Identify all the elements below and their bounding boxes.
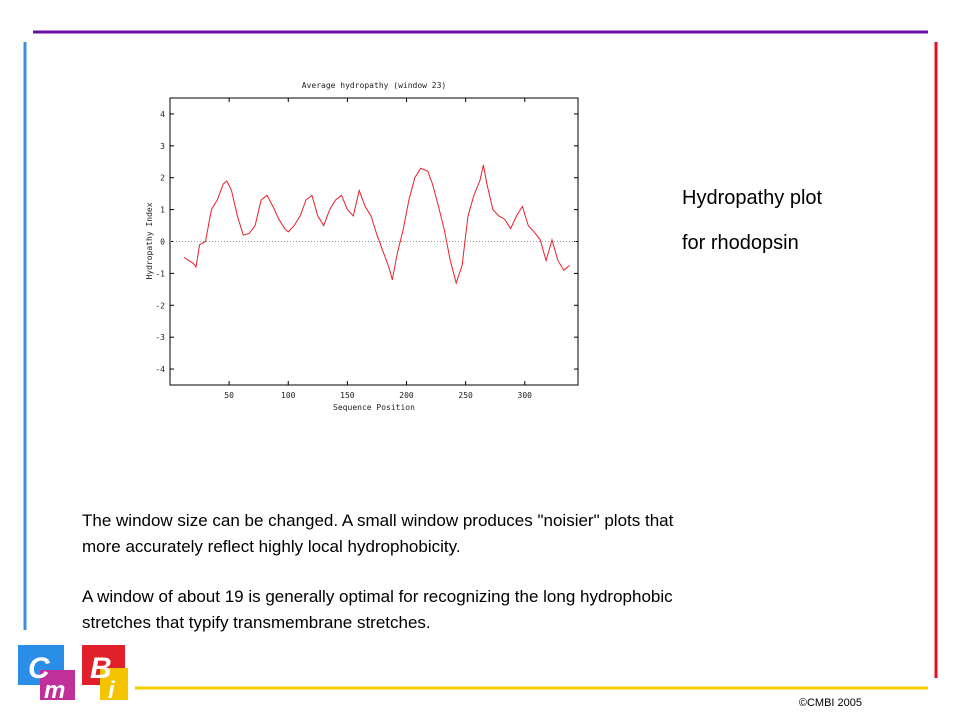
logo-letter: B xyxy=(90,652,112,685)
y-tick-label: -3 xyxy=(155,333,165,342)
logo-letter: i xyxy=(108,677,116,704)
caption: for rhodopsin xyxy=(682,232,799,254)
x-tick-label: 50 xyxy=(224,391,234,400)
y-tick-label: 0 xyxy=(160,238,165,247)
logo-letter: m xyxy=(44,677,65,704)
caption: Hydropathy plot xyxy=(682,187,823,209)
paragraph-line: stretches that typify transmembrane stre… xyxy=(82,613,431,632)
x-tick-label: 100 xyxy=(281,391,296,400)
paragraph-line: more accurately reflect highly local hyd… xyxy=(82,537,461,556)
paragraph-line: The window size can be changed. A small … xyxy=(82,511,674,530)
y-axis-label: Hydropathy Index xyxy=(145,202,154,279)
x-tick-label: 300 xyxy=(518,391,533,400)
y-tick-label: 1 xyxy=(160,206,165,215)
logo-box xyxy=(100,668,128,700)
x-axis-label: Sequence Position xyxy=(333,403,415,412)
logo-letter: C xyxy=(28,652,51,685)
x-tick-label: 200 xyxy=(399,391,414,400)
data-line xyxy=(183,164,571,285)
logo-box xyxy=(40,670,75,700)
y-tick-label: 2 xyxy=(160,174,165,183)
y-tick-label: -2 xyxy=(155,301,165,310)
y-tick-label: -4 xyxy=(155,365,165,374)
y-tick-label: 4 xyxy=(160,110,165,119)
chart-title: Average hydropathy (window 23) xyxy=(302,81,447,90)
y-tick-label: 3 xyxy=(160,142,165,151)
footer: ©CMBI 2005 xyxy=(799,697,862,709)
x-tick-label: 250 xyxy=(458,391,473,400)
paragraph-line: A window of about 19 is generally optima… xyxy=(82,587,673,606)
y-tick-label: -1 xyxy=(155,269,165,278)
x-tick-label: 150 xyxy=(340,391,355,400)
